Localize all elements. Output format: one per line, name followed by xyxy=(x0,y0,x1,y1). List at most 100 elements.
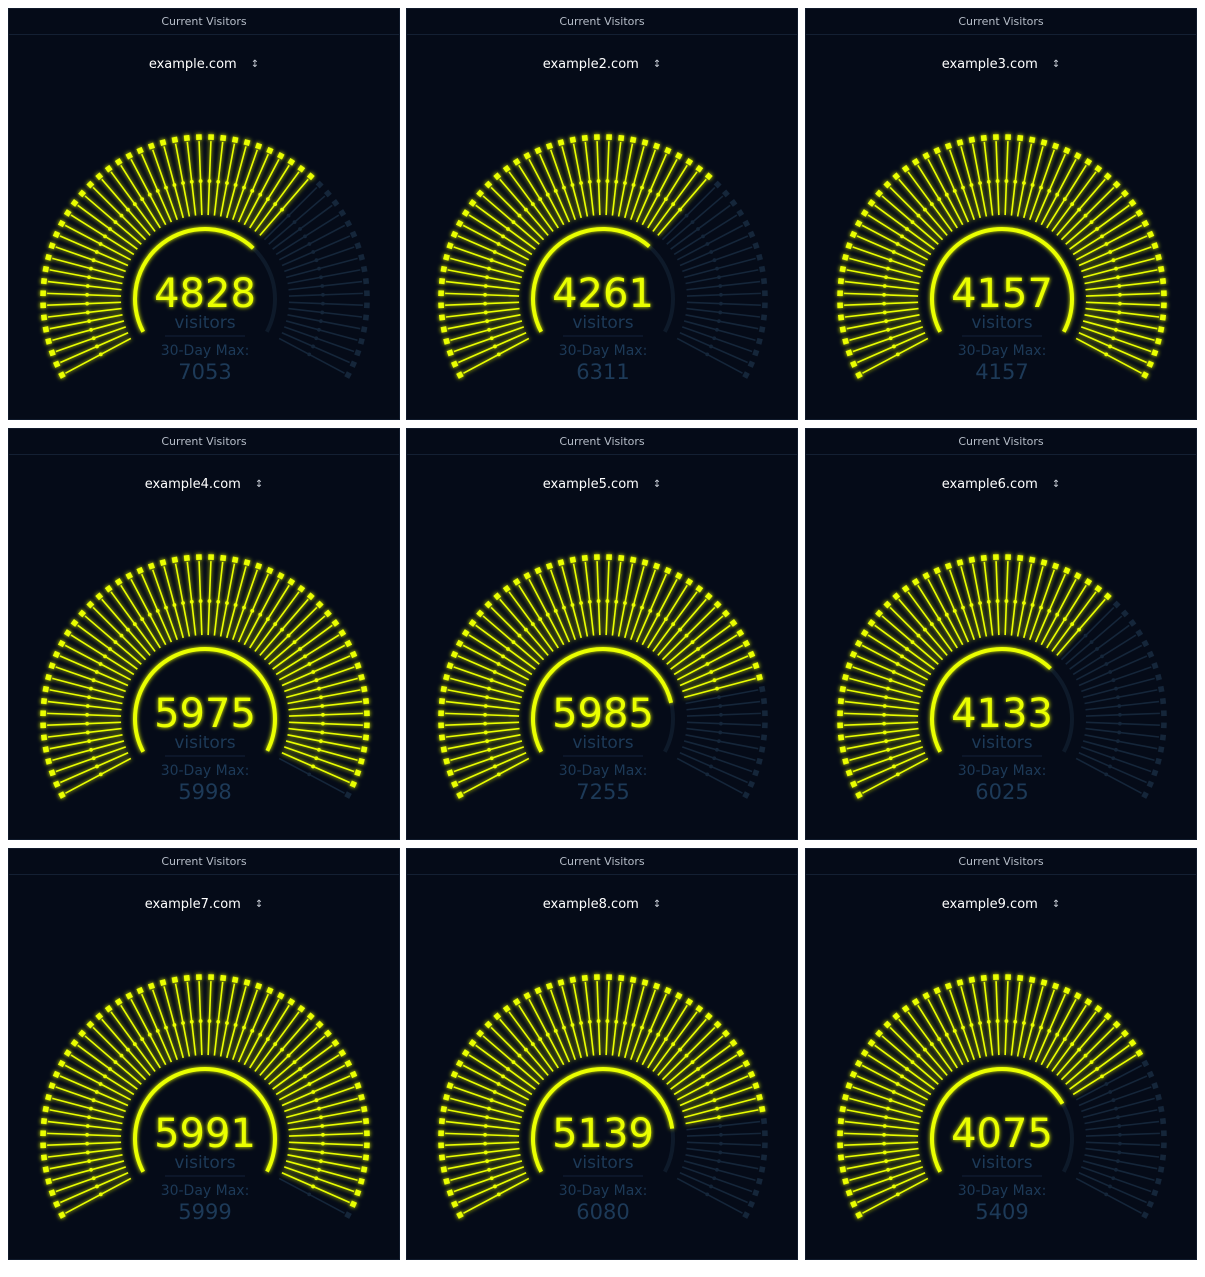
max-value: 6025 xyxy=(975,780,1028,804)
gauge-tick xyxy=(446,1166,525,1197)
visitor-panel: Current Visitors example9.com ↕ 4075 visi… xyxy=(805,848,1197,1260)
title-divider xyxy=(806,34,1196,35)
site-selector[interactable]: example7.com ↕ xyxy=(9,893,399,912)
gauge-tick xyxy=(57,1059,132,1101)
title-divider xyxy=(9,34,399,35)
gauge-tick xyxy=(845,662,923,693)
gauge-tick xyxy=(1051,584,1103,652)
visitor-count: 4828 xyxy=(154,271,256,317)
gauge-tick xyxy=(63,629,135,676)
gauge-tick xyxy=(1085,1118,1167,1131)
gauge-tick xyxy=(440,314,521,333)
visitor-count: 5975 xyxy=(154,691,256,737)
gauge-tick xyxy=(1040,152,1082,226)
gauge-tick xyxy=(288,301,370,309)
max-value: 4157 xyxy=(975,360,1028,384)
gauge-tick xyxy=(95,592,151,656)
gauge-tick xyxy=(901,164,953,232)
gauge-tick xyxy=(278,1177,352,1219)
gauge-tick xyxy=(237,566,274,643)
gauge-tick xyxy=(456,337,530,379)
chevron-up-down-icon: ↕ xyxy=(250,59,260,70)
visitor-panel: Current Visitors example8.com ↕ 5139 visi… xyxy=(406,848,798,1260)
gauge-tick xyxy=(686,698,768,711)
site-selector[interactable]: example2.com ↕ xyxy=(407,53,797,72)
arc-progress xyxy=(930,1067,1065,1173)
site-selector[interactable]: example8.com ↕ xyxy=(407,893,797,912)
gauge-tick xyxy=(670,619,738,670)
gauge-tick xyxy=(278,1059,353,1101)
gauge-tick xyxy=(686,727,768,741)
gauge-tick xyxy=(1082,253,1162,279)
gauge-tick xyxy=(1085,710,1167,717)
gauge-tick xyxy=(993,974,1000,1056)
chevron-up-down-icon: ↕ xyxy=(1051,59,1061,70)
gauge-tick xyxy=(1085,1147,1167,1161)
gauge-tick xyxy=(288,698,370,711)
gauge-tick xyxy=(125,152,167,226)
gauge-tick xyxy=(845,326,924,357)
gauge-tick xyxy=(275,629,347,676)
gauge-tick xyxy=(42,1105,123,1125)
gauge-tick xyxy=(45,1160,125,1185)
panel-title: Current Visitors xyxy=(958,855,1044,868)
gauge-tick xyxy=(237,146,274,223)
chevron-up-down-icon: ↕ xyxy=(254,479,264,490)
gauge-tick xyxy=(446,326,525,357)
gauge-tick xyxy=(657,172,713,236)
gauge-tick xyxy=(1075,1177,1149,1219)
gauge-tick xyxy=(623,979,649,1059)
gauge-tick xyxy=(860,629,932,676)
gauge-tick xyxy=(676,639,751,681)
gauge-tick xyxy=(285,740,365,765)
gauge-tick xyxy=(630,562,661,640)
gauge-tick xyxy=(1040,572,1082,646)
gauge-tick xyxy=(647,158,694,229)
gauge-tick xyxy=(1080,1166,1159,1197)
gauge-tick xyxy=(440,685,521,705)
gauge-tick xyxy=(114,578,161,649)
gauge-tick xyxy=(114,158,161,229)
site-label: example6.com xyxy=(941,477,1038,492)
gauge-tick xyxy=(104,584,156,652)
gauge-tick xyxy=(40,721,122,729)
gauge-tick xyxy=(1056,172,1112,236)
gauge-tick xyxy=(114,998,161,1069)
site-selector[interactable]: example9.com ↕ xyxy=(806,893,1196,912)
gauge-tick xyxy=(450,1070,527,1107)
gauge-tick xyxy=(679,1070,756,1107)
gauge-tick xyxy=(40,301,122,309)
site-selector[interactable]: example4.com ↕ xyxy=(9,473,399,492)
gauge-tick xyxy=(883,180,944,241)
gauge-tick xyxy=(171,976,191,1057)
gauge-tick xyxy=(875,1029,939,1085)
visitor-panel: Current Visitors example7.com ↕ 5991 visi… xyxy=(8,848,400,1260)
gauge-tick xyxy=(249,998,296,1069)
gauge-tick xyxy=(288,1130,370,1137)
gauge-tick xyxy=(685,265,766,285)
gauge-tick xyxy=(641,152,683,226)
gauge-tick xyxy=(1082,1093,1162,1119)
gauge-tick xyxy=(288,1141,370,1149)
max-value: 7053 xyxy=(178,360,231,384)
gauge-tick xyxy=(493,1012,549,1076)
gauge-tick xyxy=(45,320,125,345)
gauge-tick xyxy=(40,1147,122,1161)
site-selector[interactable]: example5.com ↕ xyxy=(407,473,797,492)
gauge-tick xyxy=(40,1141,122,1149)
gauge-tick xyxy=(581,134,595,216)
gauge-tick xyxy=(243,152,285,226)
gauge-tick xyxy=(1072,209,1144,256)
gauge-tick xyxy=(278,337,352,379)
gauge-tick xyxy=(438,307,520,321)
gauge-tick xyxy=(450,332,527,368)
site-selector[interactable]: example6.com ↕ xyxy=(806,473,1196,492)
site-selector[interactable]: example3.com ↕ xyxy=(806,53,1196,72)
visitors-label: visitors xyxy=(572,733,633,753)
site-selector[interactable]: example.com ↕ xyxy=(9,53,399,72)
gauge-tick xyxy=(922,992,964,1066)
arc-progress xyxy=(133,227,255,333)
gauge-tick xyxy=(837,1147,919,1161)
gauge-tick xyxy=(685,734,766,753)
